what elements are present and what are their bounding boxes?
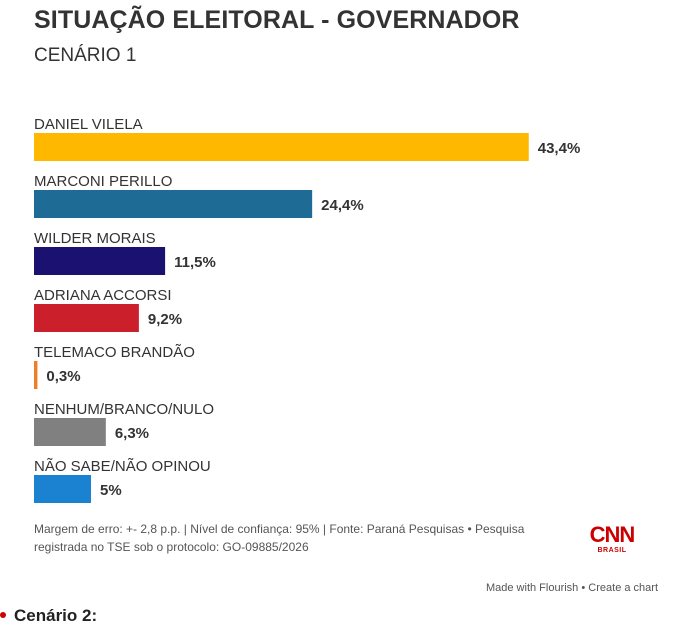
value-label-marconi-perillo: 24,4% bbox=[321, 197, 364, 214]
logo-sub-text: BRASIL bbox=[597, 547, 626, 554]
made-with-flourish-link[interactable]: Made with Flourish bbox=[485, 582, 579, 594]
bar-daniel-vilela[interactable] bbox=[34, 133, 529, 161]
bar-telemaco-brandao[interactable] bbox=[34, 361, 38, 389]
footnote-line-1: Margem de erro: +- 2,8 p.p. | Nível de c… bbox=[34, 522, 525, 536]
value-label-nenhum-branco-nulo: 6,3% bbox=[115, 425, 149, 442]
category-label-telemaco-brandao: TELEMACO BRANDÃO bbox=[34, 344, 195, 361]
logo-brand-text: CNN bbox=[590, 522, 635, 547]
bar-nao-sabe-nao-opinou[interactable] bbox=[34, 475, 91, 503]
value-label-adriana-accorsi: 9,2% bbox=[148, 311, 182, 328]
chart-subtitle: CENÁRIO 1 bbox=[34, 45, 137, 66]
category-label-daniel-vilela: DANIEL VILELA bbox=[34, 116, 143, 133]
next-section-label: Cenário 2: bbox=[14, 606, 98, 625]
value-label-wilder-morais: 11,5% bbox=[174, 254, 216, 271]
category-label-nao-sabe-nao-opinou: NÃO SABE/NÃO OPINOU bbox=[34, 458, 211, 475]
value-label-nao-sabe-nao-opinou: 5% bbox=[100, 482, 122, 499]
category-label-wilder-morais: WILDER MORAIS bbox=[34, 230, 156, 247]
flourish-credit: Made with Flourish • Create a chart bbox=[486, 582, 658, 594]
bar-chart: DANIEL VILELA 43,4% MARCONI PERILLO 24,4% WI… bbox=[34, 116, 581, 503]
category-label-nenhum-branco-nulo: NENHUM/BRANCO/NULO bbox=[34, 401, 214, 418]
bullet-icon bbox=[0, 611, 6, 618]
bar-marconi-perillo[interactable] bbox=[34, 190, 313, 218]
category-label-marconi-perillo: MARCONI PERILLO bbox=[34, 173, 172, 190]
credit-separator: • bbox=[581, 582, 586, 594]
bar-adriana-accorsi[interactable] bbox=[34, 304, 139, 332]
footnote-line-2: registrada no TSE sob o protocolo: GO-09… bbox=[34, 540, 309, 554]
value-label-daniel-vilela: 43,4% bbox=[538, 140, 581, 157]
cnn-brasil-logo: CNN BRASIL bbox=[590, 522, 636, 554]
next-section-heading: Cenário 2: bbox=[0, 606, 97, 626]
create-chart-link[interactable]: Create a chart bbox=[588, 582, 658, 594]
value-label-telemaco-brandao: 0,3% bbox=[46, 368, 80, 385]
footnote: Margem de erro: +- 2,8 p.p. | Nível de c… bbox=[34, 520, 574, 556]
bar-nenhum-branco-nulo[interactable] bbox=[34, 418, 106, 446]
category-label-adriana-accorsi: ADRIANA ACCORSI bbox=[34, 287, 172, 304]
bar-wilder-morais[interactable] bbox=[34, 247, 166, 275]
chart-title: SITUAÇÃO ELEITORAL - GOVERNADOR bbox=[34, 6, 520, 34]
